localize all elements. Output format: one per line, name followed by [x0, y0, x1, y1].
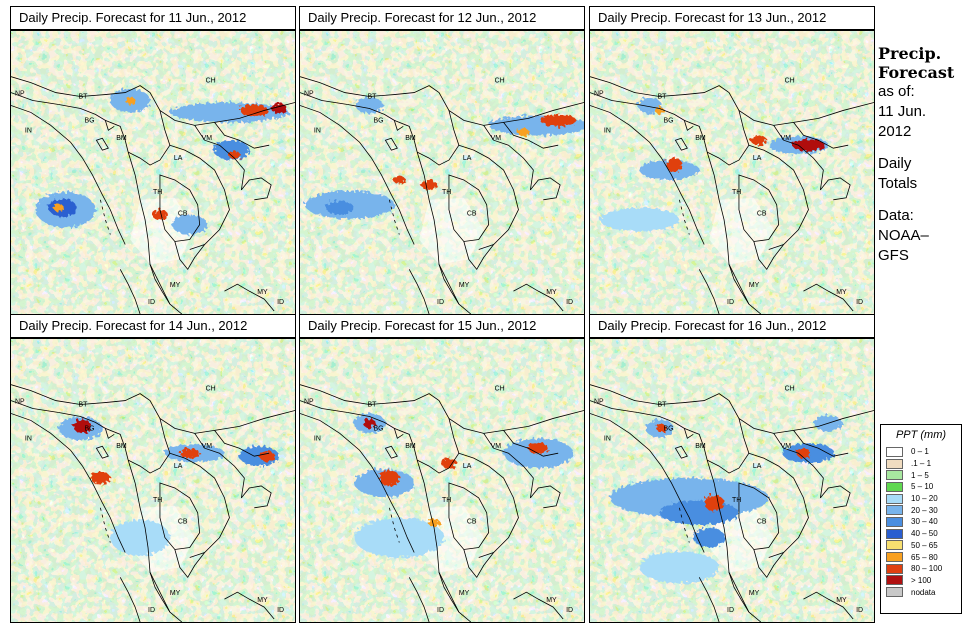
legend-row: nodata: [881, 586, 961, 598]
heading-line1: Precip.: [878, 44, 942, 63]
panel-title: Daily Precip. Forecast for 11 Jun., 2012: [10, 6, 296, 30]
heading-line2: Forecast: [878, 63, 955, 82]
legend-label: 0 – 1: [911, 447, 929, 457]
date-line2: 2012: [878, 123, 912, 140]
precip-map: [589, 338, 875, 623]
legend-swatch: [886, 481, 903, 492]
legend-swatch: [886, 505, 903, 516]
legend-row: 50 – 65: [881, 540, 961, 552]
panel-title: Daily Precip. Forecast for 13 Jun., 2012: [589, 6, 875, 30]
precip-map: [589, 30, 875, 315]
legend-row: 1 – 5: [881, 469, 961, 481]
legend-swatch: [886, 470, 903, 481]
legend-label: 5 – 10: [911, 482, 934, 492]
data-line1: Data:: [878, 207, 914, 224]
legend-label: nodata: [911, 587, 936, 597]
panel-title: Daily Precip. Forecast for 14 Jun., 2012: [10, 314, 296, 338]
legend-label: 80 – 100: [911, 564, 943, 574]
legend-swatch: [886, 446, 903, 457]
asof-label: as of:: [878, 83, 915, 100]
totals-line2: Totals: [878, 175, 918, 192]
legend-label: 1 – 5: [911, 470, 929, 480]
legend-label: 40 – 50: [911, 529, 938, 539]
legend-title: PPT (mm): [895, 429, 947, 441]
data-line3: GFS: [878, 247, 909, 264]
precip-map: [299, 30, 585, 315]
legend-row: 30 – 40: [881, 516, 961, 528]
legend-swatch: [886, 575, 903, 586]
legend-label: 50 – 65: [911, 540, 938, 550]
legend-swatch: [886, 458, 903, 469]
legend-label: 30 – 40: [911, 517, 938, 527]
legend-row: 40 – 50: [881, 528, 961, 540]
legend-label: > 100: [911, 575, 932, 585]
sidebar-info: Precip. Forecast as of: 11 Jun. 2012 Dai…: [878, 44, 962, 266]
legend-swatch: [886, 493, 903, 504]
precip-map: [10, 30, 296, 315]
legend-row: 65 – 80: [881, 551, 961, 563]
legend-row: 10 – 20: [881, 493, 961, 505]
legend-swatch: [886, 552, 903, 563]
date-line1: 11 Jun.: [878, 103, 927, 120]
totals-line1: Daily: [878, 155, 912, 172]
legend-row: 20 – 30: [881, 504, 961, 516]
legend-row: 80 – 100: [881, 563, 961, 575]
legend-swatch: [886, 587, 903, 598]
legend-label: 10 – 20: [911, 494, 938, 504]
legend-label: .1 – 1: [911, 459, 932, 469]
legend-row: .1 – 1: [881, 458, 961, 470]
precip-map: [299, 338, 585, 623]
panel-title: Daily Precip. Forecast for 15 Jun., 2012: [299, 314, 585, 338]
legend-row: > 100: [881, 575, 961, 587]
panel-title: Daily Precip. Forecast for 16 Jun., 2012: [589, 314, 875, 338]
legend-swatch: [886, 540, 903, 551]
precip-map: [10, 338, 296, 623]
data-line2: NOAA–: [878, 227, 929, 244]
legend-swatch: [886, 563, 903, 574]
legend-row: 5 – 10: [881, 481, 961, 493]
legend-label: 65 – 80: [911, 552, 938, 562]
panel-title: Daily Precip. Forecast for 12 Jun., 2012: [299, 6, 585, 30]
legend-row: 0 – 1: [881, 446, 961, 458]
legend-swatch: [886, 528, 903, 539]
legend-swatch: [886, 516, 903, 527]
legend-label: 20 – 30: [911, 505, 938, 515]
